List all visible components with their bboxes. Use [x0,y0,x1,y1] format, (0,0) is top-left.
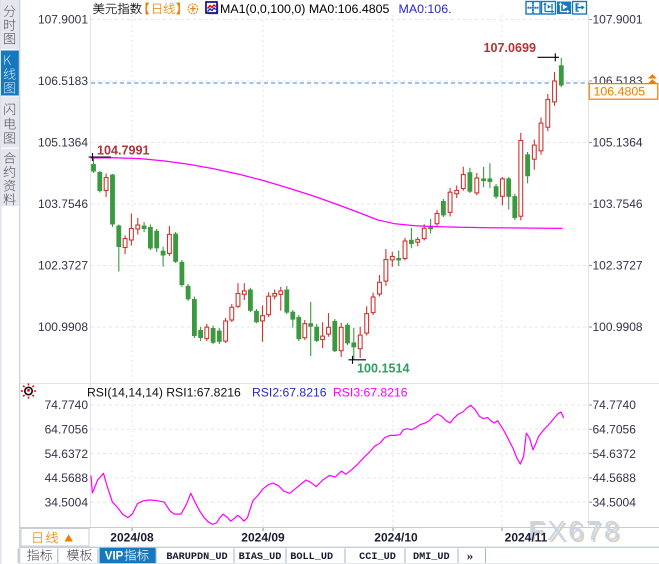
svg-text:MA0:106.: MA0:106. [399,2,452,16]
svg-text:BIAS_UD: BIAS_UD [239,552,282,563]
svg-text:105.1364: 105.1364 [38,136,88,150]
svg-text:44.5688: 44.5688 [45,471,89,485]
svg-text:74.7740: 74.7740 [45,398,89,412]
svg-text:107.9001: 107.9001 [593,13,643,27]
svg-text:RSI2:67.8216: RSI2:67.8216 [252,386,327,400]
svg-text:2024/11: 2024/11 [505,531,548,545]
svg-text:106.5183: 106.5183 [38,74,88,88]
svg-text:2024/10: 2024/10 [374,531,418,545]
svg-text:100.1514: 100.1514 [357,362,410,376]
svg-text:107.9001: 107.9001 [38,13,88,27]
svg-text:»: » [467,548,474,563]
svg-text:2024/09: 2024/09 [241,531,285,545]
svg-text:RSI(14,14,14) RSI1:67.8216: RSI(14,14,14) RSI1:67.8216 [87,386,241,400]
svg-text:44.5688: 44.5688 [593,471,637,485]
svg-text:105.1364: 105.1364 [593,136,643,150]
svg-text:FX678: FX678 [528,515,622,546]
svg-text:2024/08: 2024/08 [110,531,154,545]
svg-text:RSI3:67.8216: RSI3:67.8216 [333,386,408,400]
svg-text:106.4805: 106.4805 [594,85,646,99]
svg-text:34.5004: 34.5004 [45,495,89,509]
svg-text:100.9908: 100.9908 [38,320,88,334]
svg-text:BARUPDN_UD: BARUPDN_UD [166,552,227,563]
svg-text:34.5004: 34.5004 [593,495,637,509]
svg-text:103.7546: 103.7546 [38,197,88,211]
svg-text:VIP: VIP [105,551,124,563]
svg-text:102.3727: 102.3727 [38,259,88,273]
svg-text:MA1(0,0,100,0) MA0:106.4805: MA1(0,0,100,0) MA0:106.4805 [220,2,390,16]
svg-text:DMI_UD: DMI_UD [413,552,450,563]
svg-text:74.7740: 74.7740 [593,398,637,412]
svg-text:54.6372: 54.6372 [45,447,89,461]
svg-text:CCI_UD: CCI_UD [359,552,396,563]
svg-text:64.7056: 64.7056 [593,423,637,437]
svg-text:102.3727: 102.3727 [593,259,643,273]
svg-text:107.0699: 107.0699 [484,41,537,55]
svg-text:100.9908: 100.9908 [593,320,643,334]
svg-text:54.6372: 54.6372 [593,447,637,461]
svg-text:BOLL_UD: BOLL_UD [290,552,333,563]
svg-text:103.7546: 103.7546 [593,197,643,211]
svg-text:FX678: FX678 [530,517,624,548]
svg-text:64.7056: 64.7056 [45,423,89,437]
svg-text:104.7991: 104.7991 [97,144,150,158]
